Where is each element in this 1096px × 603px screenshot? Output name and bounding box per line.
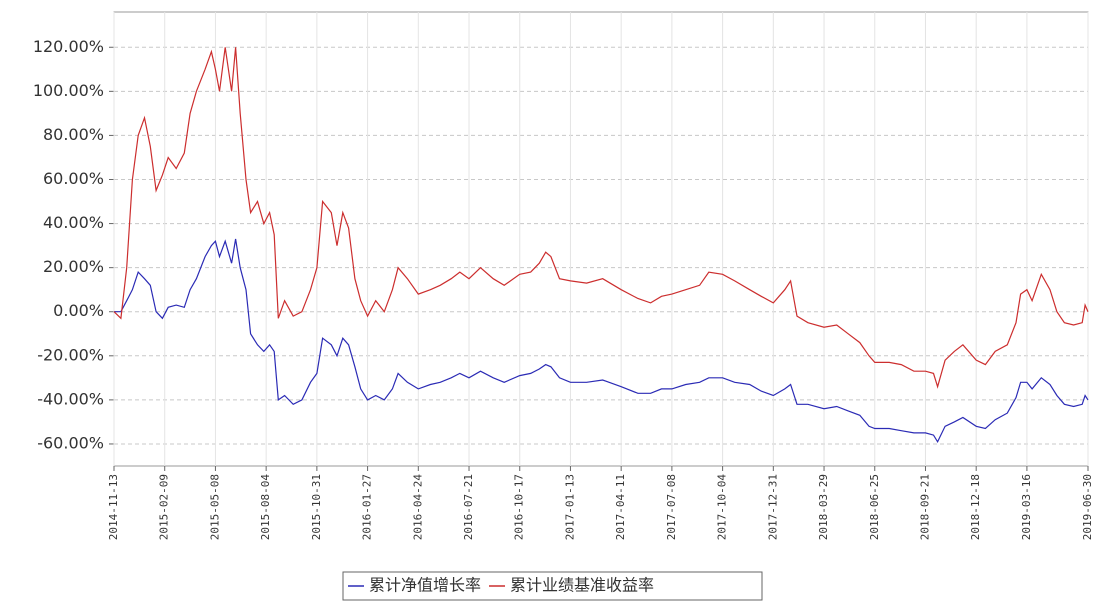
x-tick-label: 2017-01-13 bbox=[563, 474, 576, 540]
legend-label: 累计净值增长率 bbox=[369, 576, 481, 595]
x-tick-label: 2018-03-29 bbox=[817, 474, 830, 540]
y-tick-label: 100.00% bbox=[33, 81, 104, 100]
y-tick-label: 40.00% bbox=[43, 213, 104, 232]
series-line bbox=[114, 238, 1089, 444]
y-tick-label: 120.00% bbox=[33, 37, 104, 56]
legend-label: 累计业绩基准收益率 bbox=[510, 576, 654, 595]
legend-box bbox=[342, 571, 763, 601]
x-tick-label: 2015-02-09 bbox=[158, 474, 171, 540]
x-tick-label: 2016-07-21 bbox=[462, 474, 475, 540]
y-tick-label: 80.00% bbox=[43, 125, 104, 144]
x-tick-label: 2017-10-04 bbox=[716, 474, 729, 541]
x-tick-label: 2019-03-16 bbox=[1020, 474, 1033, 540]
x-tick-label: 2016-01-27 bbox=[361, 474, 374, 540]
y-tick-label: 60.00% bbox=[43, 169, 104, 188]
x-tick-label: 2016-10-17 bbox=[513, 474, 526, 540]
y-tick-label: -20.00% bbox=[37, 345, 104, 364]
x-tick-label: 2015-05-08 bbox=[208, 474, 221, 540]
x-tick-label: 2017-04-11 bbox=[614, 474, 627, 540]
x-tick-label: 2017-07-08 bbox=[665, 474, 678, 540]
y-tick-label: 0.00% bbox=[53, 301, 104, 320]
y-tick-label: 20.00% bbox=[43, 257, 104, 276]
y-tick-label: -60.00% bbox=[37, 433, 104, 452]
plot-area bbox=[113, 11, 1089, 467]
y-tick-label: -40.00% bbox=[37, 389, 104, 408]
x-tick-label: 2019-06-30 bbox=[1081, 474, 1094, 540]
x-tick-label: 2016-04-24 bbox=[411, 474, 424, 541]
x-tick-label: 2018-06-25 bbox=[868, 474, 881, 540]
x-tick-label: 2014-11-13 bbox=[107, 474, 120, 540]
x-tick-label: 2017-12-31 bbox=[766, 474, 779, 540]
x-tick-label: 2018-09-21 bbox=[918, 474, 931, 540]
x-tick-label: 2015-10-31 bbox=[310, 474, 323, 540]
series-line bbox=[113, 47, 1089, 389]
x-tick-label: 2015-08-04 bbox=[259, 474, 272, 541]
x-tick-label: 2018-12-18 bbox=[969, 474, 982, 540]
